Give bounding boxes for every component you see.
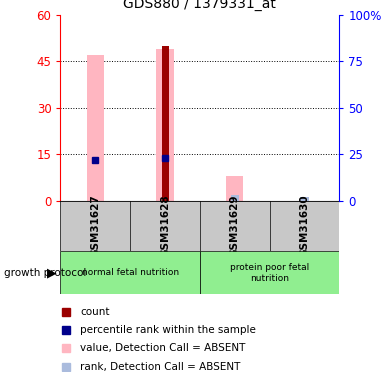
Bar [200,251,339,294]
Text: rank, Detection Call = ABSENT: rank, Detection Call = ABSENT [80,362,240,372]
Bar [60,251,200,294]
Bar [226,176,243,201]
Text: protein poor fetal
nutrition: protein poor fetal nutrition [230,263,309,282]
Text: value, Detection Call = ABSENT: value, Detection Call = ABSENT [80,344,245,353]
Text: GSM31628: GSM31628 [160,195,170,257]
Text: normal fetal nutrition: normal fetal nutrition [82,268,179,278]
Text: ▶: ▶ [47,266,57,279]
Bar [156,49,174,201]
Text: GSM31630: GSM31630 [300,195,309,257]
Title: GDS880 / 1379331_at: GDS880 / 1379331_at [124,0,276,11]
Bar [300,197,308,201]
Text: GSM31629: GSM31629 [230,195,240,257]
Text: GSM31627: GSM31627 [90,195,100,257]
Bar [161,46,168,201]
Bar [87,55,104,201]
Bar [230,195,239,201]
Text: percentile rank within the sample: percentile rank within the sample [80,325,256,335]
Text: count: count [80,307,110,317]
Text: growth protocol: growth protocol [4,268,86,278]
